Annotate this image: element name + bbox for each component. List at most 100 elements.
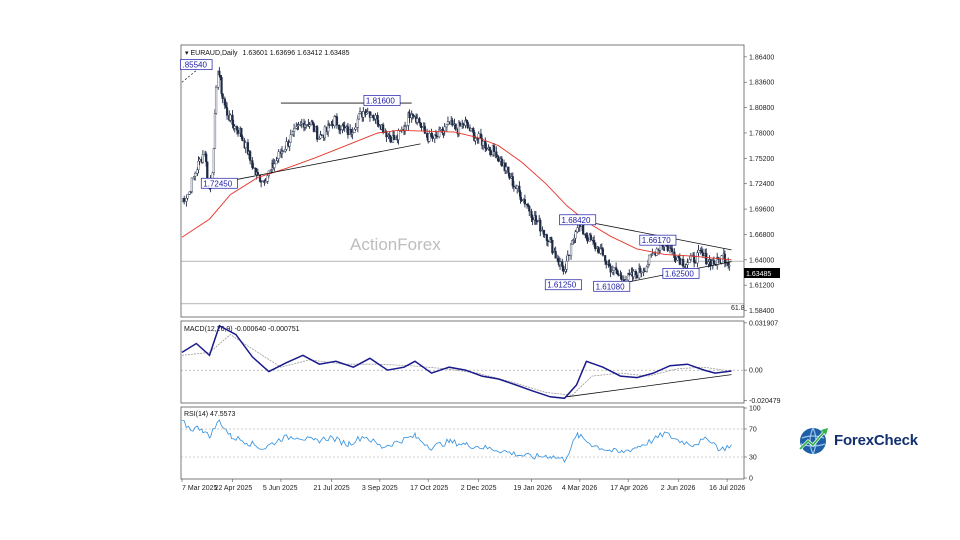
- candle-body: [388, 134, 391, 138]
- candle-body: [351, 132, 354, 135]
- candle-body: [651, 253, 654, 255]
- candle-body: [328, 124, 331, 126]
- candle-body: [707, 261, 710, 265]
- candle-body: [260, 181, 263, 183]
- candle-body: [640, 272, 643, 274]
- x-tick-label: 17 Oct 2025: [410, 485, 448, 492]
- watermark-text: ActionForex: [350, 235, 441, 254]
- candle-body: [489, 150, 492, 156]
- candle-body: [593, 240, 596, 243]
- candle-body: [458, 122, 462, 127]
- level-label-box: [639, 234, 677, 246]
- candle-body: [454, 123, 457, 130]
- candle-body: [674, 257, 677, 261]
- candle-body: [594, 242, 597, 250]
- candle-body: [416, 118, 419, 123]
- candle-body: [431, 136, 434, 139]
- candle-body: [372, 115, 375, 118]
- candle-body: [206, 161, 209, 181]
- candle-body: [356, 118, 359, 128]
- candle-body: [308, 124, 311, 127]
- candle-body: [408, 112, 411, 118]
- candle-body: [335, 116, 339, 126]
- candle-body: [365, 112, 368, 115]
- candle-body: [479, 133, 483, 139]
- price-panel-frame: [180, 44, 745, 318]
- globe-chart-icon: [798, 427, 828, 455]
- candle-body: [562, 266, 565, 272]
- candle-body: [316, 126, 319, 140]
- candle-body: [241, 136, 244, 141]
- candle-body: [647, 254, 651, 265]
- macd-tick-label: 0.00: [749, 368, 763, 375]
- candle-body: [240, 128, 243, 137]
- candle-body: [282, 150, 285, 153]
- brand-logo: ForexCheck: [796, 420, 918, 460]
- price-tick-label: 1.86400: [749, 54, 774, 61]
- x-tick-label: 7 Mar 2025: [182, 485, 218, 492]
- candle-body: [327, 124, 330, 132]
- candle-body: [295, 126, 298, 129]
- candle-body: [266, 175, 269, 182]
- candle-body: [205, 153, 208, 163]
- price-tick-label: 1.66800: [749, 232, 774, 239]
- rsi-tick-label: 0: [749, 476, 753, 483]
- candle-body: [275, 160, 278, 165]
- candle-body: [428, 133, 431, 142]
- candle-body: [612, 267, 616, 272]
- level-label: 1.62500: [665, 269, 694, 278]
- candle-body: [346, 126, 350, 136]
- candle-body: [565, 260, 568, 270]
- candle-body: [276, 158, 279, 161]
- candle-body: [233, 126, 236, 129]
- candle-body: [688, 259, 691, 263]
- candle-body: [484, 141, 487, 149]
- level-label: .85540: [182, 61, 207, 70]
- candle-body: [723, 253, 727, 264]
- candle-body: [518, 185, 521, 193]
- candle-body: [516, 185, 519, 189]
- macd-plot: 0.031907 0.00 -0.020479: [181, 320, 781, 405]
- candle-body: [493, 145, 496, 152]
- fib-level-label: 61.8: [731, 305, 745, 312]
- ohlc-label: 1.63601 1.63696 1.63412 1.63485: [243, 50, 350, 57]
- candle-body: [300, 123, 303, 125]
- candle-body: [696, 252, 699, 264]
- collapse-triangle-icon[interactable]: ▾: [185, 50, 190, 57]
- candle-body: [700, 250, 703, 253]
- candle-body: [446, 121, 450, 125]
- symbol-label: EURAUD,Daily: [190, 50, 238, 57]
- candle-body: [418, 118, 421, 123]
- rsi-panel-label: RSI(14) 47.5573: [184, 411, 235, 418]
- candle-body: [709, 259, 712, 267]
- candle-body: [288, 142, 291, 147]
- candle-body: [682, 259, 685, 267]
- candle-body: [542, 229, 545, 235]
- candle-body: [311, 121, 314, 125]
- candle-body: [430, 133, 433, 137]
- candle-body: [497, 156, 500, 162]
- candle-body: [382, 124, 385, 133]
- candle-body: [611, 270, 614, 273]
- candle-body: [531, 217, 534, 221]
- candle-body: [339, 129, 342, 131]
- candle-body: [589, 234, 592, 241]
- candle-body: [561, 261, 564, 267]
- candle-body: [273, 163, 276, 168]
- candle-body: [571, 240, 574, 245]
- level-label: 1.81600: [366, 96, 395, 105]
- candle-body: [528, 206, 531, 212]
- candle-body: [585, 234, 588, 238]
- x-tick-label: 17 Apr 2026: [610, 485, 648, 492]
- candle-body: [214, 87, 218, 114]
- candle-body: [678, 257, 681, 265]
- candle-body: [466, 122, 469, 128]
- candle-body: [523, 199, 526, 205]
- candle-body: [219, 75, 222, 78]
- candle-body: [197, 160, 200, 170]
- candle-body: [221, 93, 224, 100]
- level-label-box: [200, 177, 238, 189]
- candle-body: [258, 174, 262, 182]
- candle-body: [508, 173, 511, 179]
- price-tick-label: 1.72400: [749, 181, 774, 188]
